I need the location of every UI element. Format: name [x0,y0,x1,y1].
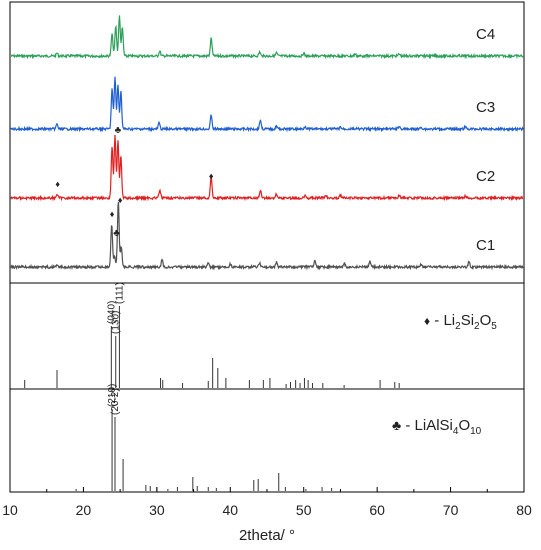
bottom-panel: (210)(20-2) [75,384,333,491]
phase-marker-0: ♦ [55,179,60,189]
x-axis-title: 2theta/ ° [239,527,295,544]
pattern-line-c1 [10,201,524,271]
pattern-line-c4 [10,15,524,60]
series-label-c2: C2 [476,168,495,185]
li2si2o5-peak-label-1: (130) [111,311,122,334]
x-tick-label-70: 70 [443,502,459,518]
x-tick-label-10: 10 [2,502,18,518]
lialsi4o10-symbol: ♣ [392,417,401,433]
lialsi4o10-peak-label-0: (210) [107,384,118,407]
pattern-line-c3 [10,76,524,133]
x-axis: 10 20 30 40 50 60 70 80 [2,487,532,518]
li2si2o5-peak-label-2: (111) [114,282,125,304]
series-label-c4: C4 [476,26,495,43]
middle-panel: (040)(130) (111) [24,282,400,388]
phase-marker-1: ♦ [209,171,214,181]
li2si2o5-symbol: ♦ [424,314,430,328]
x-tick-label-50: 50 [296,502,312,518]
x-tick-label-20: 20 [76,502,92,518]
x-tick-label-60: 60 [369,502,385,518]
x-tick-label-40: 40 [222,502,238,518]
phase-marker-5: ♣ [113,228,120,239]
middle-panel-frame [9,282,525,390]
series-label-c1: C1 [476,237,495,254]
series-label-c3: C3 [476,99,495,116]
lialsi4o10-label: ♣ - LiAlSi4O10 [392,417,482,437]
pattern-line-c2 [10,134,524,202]
x-tick-label-80: 80 [516,502,532,518]
lialsi4o10-peak-label-1: (20-2) [110,388,121,415]
bottom-panel-frame [9,388,525,493]
x-tick-label-30: 30 [149,502,165,518]
phase-marker-2: ♦ [110,209,115,219]
phase-marker-3: ♦ [118,195,123,205]
li2si2o5-label: ♦ - Li2Si2O5 [424,312,497,332]
top-panel-frame [9,1,525,284]
phase-marker-4: ♣ [115,125,122,136]
li2si2o5-peak-label-0: (040) [106,301,117,324]
